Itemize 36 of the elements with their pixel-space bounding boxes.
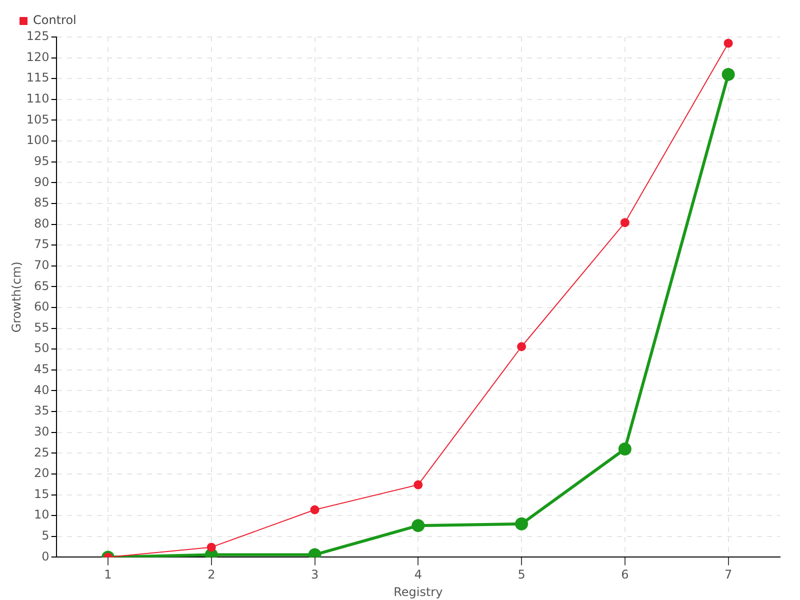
y-tick-label: 70	[34, 258, 50, 272]
x-tick-label: 3	[310, 568, 319, 582]
y-tick-label: 125	[26, 29, 50, 44]
x-tick-label: 2	[208, 568, 216, 582]
y-tick-label: 65	[34, 278, 50, 293]
y-tick-label: 15	[34, 486, 50, 501]
y-tick-label: 30	[34, 424, 50, 438]
y-tick-label: 20	[34, 466, 50, 480]
x-axis-title: Registry	[394, 584, 443, 599]
y-tick-label: 80	[34, 216, 50, 230]
y-tick-label: 120	[26, 50, 50, 64]
x-tick-label: 5	[518, 568, 526, 582]
y-tick-label: 45	[34, 362, 50, 376]
y-tick-label: 85	[34, 196, 50, 210]
y-tick-label: 95	[34, 154, 50, 168]
y-tick-label: 110	[26, 92, 50, 106]
y-tick-label: 0	[42, 549, 50, 564]
x-tick-label: 7	[724, 568, 732, 582]
y-tick-label: 60	[34, 300, 50, 314]
y-tick-label: 5	[42, 528, 50, 543]
y-tick-label: 50	[34, 341, 50, 356]
x-tick-label: 6	[621, 568, 629, 582]
x-tick-label: 4	[414, 568, 422, 582]
x-tick-label: 1	[104, 568, 112, 582]
y-axis-title: Growth(cm)	[9, 262, 24, 333]
y-tick-label: 90	[34, 174, 50, 189]
y-tick-label: 75	[34, 237, 50, 252]
y-tick-label: 40	[34, 382, 50, 397]
y-tick-label: 10	[34, 508, 50, 522]
y-tick-label: 100	[26, 133, 50, 148]
y-tick-label: 55	[34, 320, 50, 334]
y-tick-label: 115	[26, 70, 50, 85]
legend-label: Control	[33, 13, 76, 28]
y-tick-label: 105	[26, 112, 50, 126]
y-tick-label: 25	[34, 445, 50, 460]
y-tick-label: 35	[34, 404, 50, 418]
